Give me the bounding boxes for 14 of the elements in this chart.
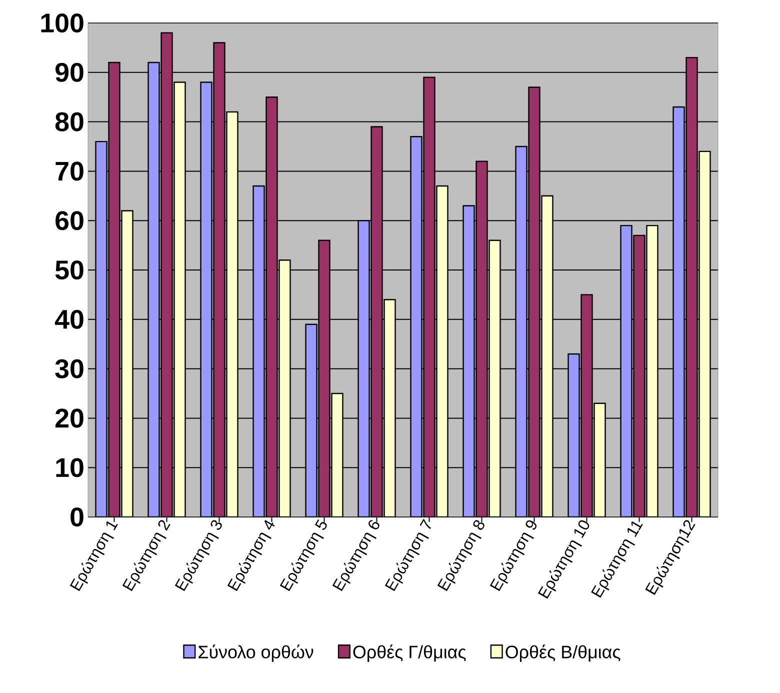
y-tick-label: 60	[56, 211, 84, 230]
y-tick-label: 40	[54, 310, 84, 329]
legend-label: Ορθές Γ/θμιας	[353, 644, 466, 662]
y-tick-label: 100	[41, 13, 84, 33]
y-tick-label: 90	[55, 62, 84, 82]
y-tick-label: 30	[55, 359, 84, 378]
legend-label: Σύνολο ορθών	[198, 644, 314, 662]
y-tick-label: 10	[56, 458, 84, 478]
y-tick-label: 50	[55, 260, 84, 280]
legend-label: Ορθές Β/θμιας	[506, 644, 620, 662]
y-tick-label: 0	[70, 507, 84, 527]
y-tick-label: 80	[55, 112, 84, 132]
y-tick-label: 70	[56, 162, 84, 181]
y-tick-label: 20	[55, 408, 84, 428]
